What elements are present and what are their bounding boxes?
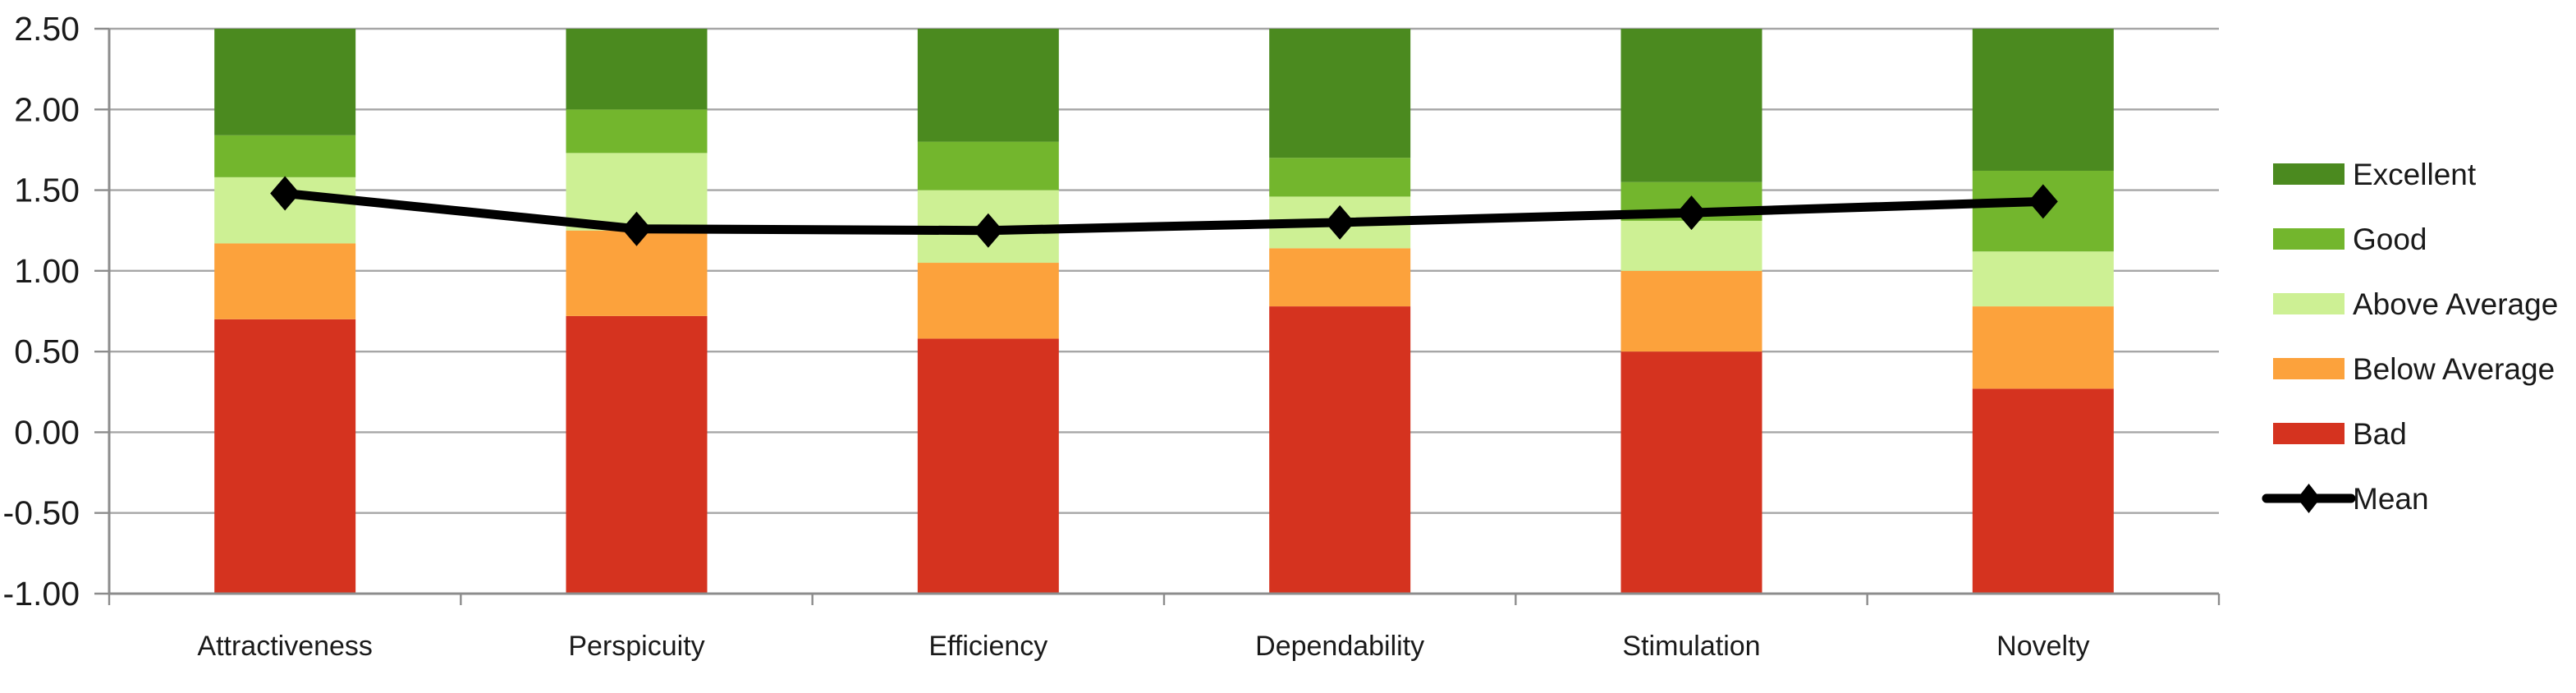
legend-mean-diamond-icon <box>2297 484 2321 513</box>
mean-marker-novelty <box>2028 184 2058 219</box>
bar-segment-novelty-above-average <box>1972 251 2114 307</box>
stacked-bars <box>214 29 2114 594</box>
bar-segment-stimulation-bad <box>1620 351 1762 594</box>
bar-segment-perspicuity-bad <box>566 315 708 594</box>
legend-item-good: Good <box>2273 223 2427 256</box>
category-label-perspicuity: Perspicuity <box>568 631 704 662</box>
bar-segment-efficiency-below-average <box>917 263 1059 339</box>
mean-marker-attractiveness <box>270 176 300 211</box>
legend-swatch-excellent-icon <box>2273 163 2345 185</box>
bar-segment-novelty-bad <box>1972 388 2114 594</box>
legend-item-bad: Bad <box>2273 417 2407 451</box>
legend-label-good: Good <box>2353 223 2427 256</box>
y-tick-label: 1.00 <box>14 252 80 290</box>
legend-item-below-average: Below Average <box>2273 352 2555 386</box>
legend-swatch-below-average-icon <box>2273 358 2345 379</box>
bar-segment-stimulation-excellent <box>1620 29 1762 182</box>
legend-label-mean: Mean <box>2353 482 2429 516</box>
legend-item-above-average: Above Average <box>2273 287 2558 321</box>
bar-segment-attractiveness-good <box>214 135 356 177</box>
bar-segment-stimulation-below-average <box>1620 270 1762 352</box>
y-tick-label: 0.00 <box>14 413 80 451</box>
y-tick-label: -1.00 <box>3 575 80 613</box>
mean-marker-stimulation <box>1676 195 1707 231</box>
legend-item-excellent: Excellent <box>2273 158 2477 191</box>
category-label-novelty: Novelty <box>1996 631 2089 662</box>
mean-marker-efficiency <box>973 213 1003 248</box>
category-label-dependability: Dependability <box>1255 631 1424 662</box>
bar-segment-attractiveness-below-average <box>214 243 356 319</box>
bar-segment-efficiency-bad <box>917 338 1059 594</box>
y-tick-label: 0.50 <box>14 333 80 370</box>
category-labels: Attractiveness Perspicuity Efficiency Depen… <box>197 631 2089 662</box>
category-label-attractiveness: Attractiveness <box>197 631 373 662</box>
mean-marker-dependability <box>1325 204 1355 240</box>
y-tick-label: 2.00 <box>14 90 80 128</box>
mean-marker-perspicuity <box>621 211 652 246</box>
bar-segment-efficiency-excellent <box>917 29 1059 142</box>
legend-label-above-average: Above Average <box>2353 287 2558 321</box>
bar-segment-dependability-good <box>1269 158 1411 197</box>
bar-segment-novelty-below-average <box>1972 306 2114 389</box>
bar-segment-perspicuity-good <box>566 109 708 154</box>
mean-line-series <box>270 176 2058 248</box>
legend: Excellent Good Above Average Below Average B… <box>2262 158 2558 516</box>
legend-label-bad: Bad <box>2353 417 2407 451</box>
y-tick-label: -0.50 <box>3 494 80 532</box>
bar-segment-efficiency-good <box>917 141 1059 190</box>
bar-segment-attractiveness-bad <box>214 319 356 594</box>
bar-segment-novelty-excellent <box>1972 29 2114 171</box>
bar-segment-dependability-excellent <box>1269 29 1411 158</box>
axes <box>94 27 2221 605</box>
mean-line <box>280 189 2048 236</box>
bar-segment-attractiveness-excellent <box>214 29 356 135</box>
bar-segment-perspicuity-excellent <box>566 29 708 110</box>
legend-swatch-bad-icon <box>2273 423 2345 444</box>
legend-swatch-above-average-icon <box>2273 293 2345 314</box>
bar-segment-dependability-below-average <box>1269 248 1411 307</box>
category-label-stimulation: Stimulation <box>1622 631 1760 662</box>
bar-segment-dependability-bad <box>1269 306 1411 594</box>
legend-label-below-average: Below Average <box>2353 352 2555 386</box>
legend-item-mean: Mean <box>2262 482 2429 516</box>
legend-swatch-good-icon <box>2273 228 2345 250</box>
legend-label-excellent: Excellent <box>2353 158 2477 191</box>
y-axis-labels: 2.50 2.00 1.50 1.00 0.50 0.00 -0.50 -1.00 <box>3 10 80 613</box>
y-tick-label: 1.50 <box>14 172 80 209</box>
y-tick-label: 2.50 <box>14 10 80 48</box>
gridlines <box>109 27 2219 514</box>
category-label-efficiency: Efficiency <box>928 631 1047 662</box>
